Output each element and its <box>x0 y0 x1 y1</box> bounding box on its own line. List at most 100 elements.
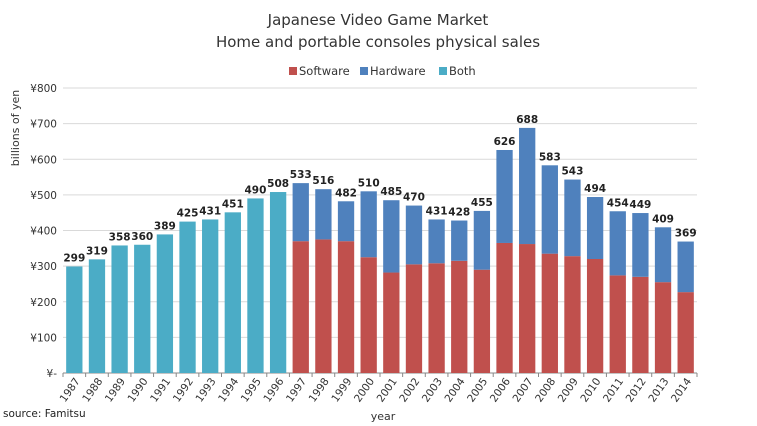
bar-hardware <box>451 220 468 261</box>
bar-hardware <box>315 189 332 240</box>
bar-software <box>292 241 309 373</box>
bar-hardware <box>609 211 626 276</box>
x-tick-label: 2005 <box>465 376 490 405</box>
bar-total-label: 688 <box>516 114 538 126</box>
bar-total-label: 454 <box>607 197 629 209</box>
x-tick-label: 2011 <box>601 376 626 405</box>
y-tick-label: ¥600 <box>30 154 57 166</box>
bar-total-label: 494 <box>584 183 606 195</box>
y-tick-label: ¥800 <box>30 83 57 95</box>
x-tick-label: 2004 <box>443 376 468 405</box>
x-tick-label: 2012 <box>624 376 649 405</box>
y-tick-label: ¥500 <box>30 190 57 202</box>
legend: Software Hardware Both <box>289 64 476 78</box>
x-tick-label: 1989 <box>103 376 128 405</box>
x-tick-label: 1999 <box>329 376 354 405</box>
bar-both <box>156 234 174 373</box>
bar-total-label: 389 <box>154 220 176 232</box>
x-tick-label: 2006 <box>488 376 513 405</box>
bar-total-label: 451 <box>222 198 244 210</box>
x-tick-label: 1998 <box>307 376 332 405</box>
bar-both <box>179 221 196 373</box>
bar-both <box>269 192 287 373</box>
bar-total-label: 369 <box>675 228 697 240</box>
bar-software <box>632 276 649 373</box>
x-tick-label: 1994 <box>216 376 241 405</box>
bar-total-label: 626 <box>494 136 516 148</box>
x-tick-label: 1988 <box>80 376 105 405</box>
bar-total-label: 543 <box>562 166 584 178</box>
chart-subtitle: Home and portable consoles physical sale… <box>216 33 540 51</box>
bar-total-label: 428 <box>448 207 470 219</box>
x-tick-label: 1993 <box>193 376 218 405</box>
x-tick-label: 2008 <box>533 376 558 405</box>
bar-hardware <box>337 201 355 242</box>
x-tick-label: 1996 <box>261 376 286 405</box>
bar-total-label: 533 <box>290 169 312 181</box>
x-tick-label: 1995 <box>239 376 264 405</box>
bar-total-label: 482 <box>335 187 357 199</box>
bar-hardware <box>519 127 536 245</box>
bar-total-label: 319 <box>86 245 108 257</box>
bar-software <box>315 239 332 373</box>
bar-hardware <box>564 179 581 257</box>
x-tick-label: 2014 <box>669 376 694 405</box>
x-tick-label: 2013 <box>646 376 671 405</box>
bar-hardware <box>428 219 445 264</box>
bar-both <box>202 219 219 373</box>
bar-total-label: 299 <box>63 252 85 264</box>
x-tick-label: 1987 <box>58 376 83 405</box>
bar-hardware <box>654 227 672 283</box>
bar-software <box>337 241 355 373</box>
bar-software <box>383 272 400 373</box>
x-tick-label: 2010 <box>578 376 603 405</box>
bar-software <box>360 257 377 373</box>
x-ticks: 1987198819891990199119921993199419951996… <box>58 373 698 405</box>
legend-swatch-both <box>439 67 447 75</box>
bar-both <box>134 244 151 373</box>
bar-total-label: 449 <box>629 199 651 211</box>
bar-total-label: 470 <box>403 192 425 204</box>
bar-total-label: 409 <box>652 213 674 225</box>
y-axis-label: billions of yen <box>9 90 22 167</box>
bar-total-label: 508 <box>267 178 289 190</box>
bar-total-label: 358 <box>109 231 131 243</box>
x-tick-label: 1991 <box>148 376 173 405</box>
bar-hardware <box>360 191 377 258</box>
legend-swatch-software <box>289 67 297 75</box>
bar-total-label: 583 <box>539 151 561 163</box>
x-axis-label: year <box>371 410 396 423</box>
bar-total-label: 360 <box>131 231 153 243</box>
x-tick-label: 2003 <box>420 376 445 405</box>
bar-total-label: 455 <box>471 197 493 209</box>
x-tick-label: 2009 <box>556 376 581 405</box>
bar-software <box>519 244 536 373</box>
bar-software <box>564 256 581 373</box>
bar-both <box>247 198 264 373</box>
legend-swatch-hardware <box>360 67 368 75</box>
x-tick-label: 2007 <box>510 376 535 405</box>
y-tick-label: ¥300 <box>30 261 57 273</box>
y-tick-label: ¥100 <box>30 332 57 344</box>
bar-software <box>428 263 445 373</box>
bar-software <box>654 282 672 373</box>
bar-both <box>88 259 106 373</box>
bar-software <box>541 253 558 373</box>
bar-hardware <box>405 205 423 265</box>
y-tick-label: ¥400 <box>30 226 57 238</box>
bars <box>66 127 694 373</box>
bar-hardware <box>383 200 400 273</box>
bar-total-label: 425 <box>177 208 199 220</box>
bar-software <box>405 264 423 373</box>
bar-total-label: 431 <box>199 205 221 217</box>
bar-both <box>111 245 128 373</box>
bar-software <box>473 269 491 373</box>
bar-hardware <box>473 210 491 270</box>
bar-software <box>609 275 626 373</box>
bar-total-label: 485 <box>380 186 402 198</box>
x-tick-label: 2002 <box>397 376 422 405</box>
bar-software <box>586 259 604 373</box>
legend-label-software: Software <box>299 64 350 78</box>
y-tick-label: ¥700 <box>30 119 57 131</box>
